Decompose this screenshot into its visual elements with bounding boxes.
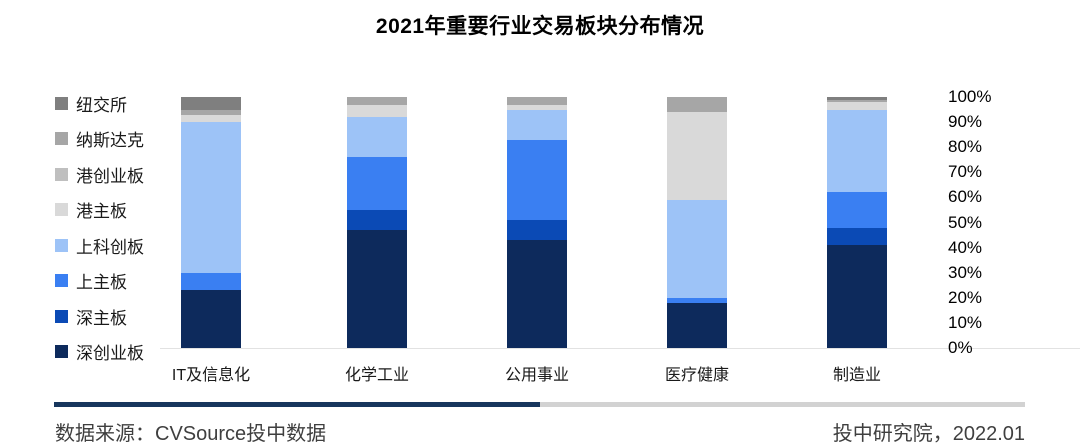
legend-label: 上主板 [76,273,127,292]
legend-label: 纽交所 [76,95,127,115]
legend-swatch [55,309,68,323]
bar-segment-上科创板 [181,122,241,273]
legend-label: 上科创板 [76,237,144,257]
x-category-label: 医疗健康 [664,367,729,384]
legend-swatch [55,238,68,252]
chart-title: 2021年重要行业交易板块分布情况 [375,15,705,38]
bar-segment-纳斯达克 [507,97,567,105]
bar-segment-深创业板 [181,290,241,348]
legend-item: 港创业板 [55,163,144,186]
legend-swatch [55,132,68,145]
legend-label: 深创业板 [76,344,144,363]
y-tick-label: 10% [948,312,983,332]
bar-segment-上科创板 [827,109,887,193]
bar-制造业 [827,97,887,348]
bar-segment-港主板 [507,104,567,110]
bar-segment-深创业板 [347,230,407,348]
plot-area [150,97,1080,349]
legend-item: 港主板 [55,199,127,221]
y-tick-label: 50% [948,212,983,232]
bar-segment-港主板 [827,102,887,110]
bar-segment-深主板 [347,209,407,231]
bar-segment-深主板 [507,220,567,241]
bar-segment-港主板 [667,112,727,200]
legend-label: 港创业板 [76,166,144,186]
footer-divider-right [540,402,1025,407]
y-tick-label: 0% [948,338,973,357]
y-tick-label: 100% [948,87,992,106]
bar-segment-上科创板 [347,117,407,158]
legend-label: 深主板 [76,308,127,328]
data-source-text: 数据来源：CVSource投中数据 [55,423,327,445]
bar-segment-深创业板 [507,240,567,348]
legend-label: 纳斯达克 [76,131,144,150]
x-category-label: IT及信息化 [171,367,251,384]
legend-item: 纽交所 [55,92,127,115]
y-tick-label: 20% [948,287,983,307]
bar-segment-上主板 [667,297,727,303]
bar-segment-上主板 [507,139,567,220]
legend-swatch [55,203,68,216]
bar-segment-港主板 [181,114,241,123]
x-axis-labels: IT及信息化 化学工业 公用事业 医疗健康 制造业 [0,361,1080,384]
bar-IT及信息化 [181,97,241,348]
legend-swatch [55,96,68,110]
y-tick-label: 30% [948,262,983,282]
x-category-label: 公用事业 [504,367,569,384]
y-tick-label: 90% [948,112,983,132]
footer-divider [54,402,1025,407]
x-axis-line [160,348,1080,349]
y-tick-label: 40% [948,237,983,257]
y-tick-label: 80% [948,137,983,157]
legend-item: 深创业板 [55,341,144,363]
legend-item: 深主板 [55,305,127,328]
legend-swatch [55,167,68,181]
bar-segment-上主板 [347,157,407,210]
publisher-text: 投中研究院，2022.01 [832,423,1025,445]
bar-segment-深创业板 [667,302,727,348]
y-tick-label: 70% [948,162,983,182]
bar-segment-深创业板 [827,245,887,348]
bar-segment-纽交所 [181,97,241,110]
legend-swatch [55,345,68,358]
legend-item: 上主板 [55,270,127,292]
legend-item: 纳斯达克 [55,128,144,150]
bar-segment-上主板 [181,272,241,291]
x-category-label: 化学工业 [344,367,409,384]
legend-label: 港主板 [76,202,127,221]
footer-divider-left [54,402,540,407]
bar-化学工业 [347,97,407,348]
legend-swatch [55,274,68,287]
bar-segment-港主板 [347,104,407,118]
y-axis-labels: 0% 10% 20% 30% 40% 50% 60% 70% 80% 90% 100% [948,0,1018,447]
bar-公用事业 [507,97,567,348]
bar-segment-上科创板 [507,109,567,140]
bar-segment-纳斯达克 [827,99,887,103]
bar-医疗健康 [667,97,727,348]
x-category-label: 制造业 [832,367,881,384]
y-tick-label: 60% [948,187,983,207]
legend-item: 上科创板 [55,234,144,257]
bar-segment-纽交所 [827,97,887,100]
bar-segment-深主板 [827,227,887,246]
bar-segment-纳斯达克 [347,97,407,105]
bar-segment-纳斯达克 [181,109,241,115]
bar-segment-纳斯达克 [667,97,727,113]
bar-segment-上主板 [827,192,887,228]
bar-segment-上科创板 [667,199,727,298]
